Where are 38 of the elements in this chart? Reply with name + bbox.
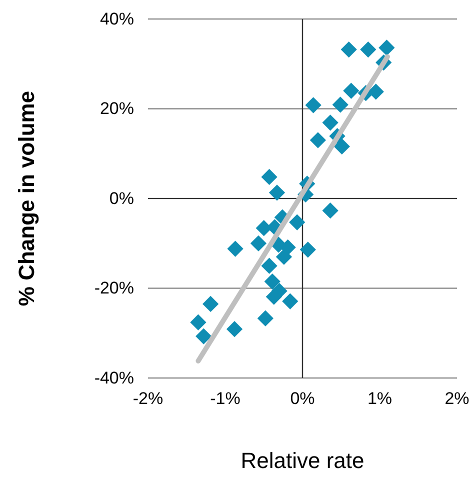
x-tick-label: -2%	[132, 389, 164, 408]
point	[227, 240, 244, 257]
point	[322, 202, 338, 219]
y-tick-label: 20%	[100, 99, 134, 118]
x-tick-label: 0%	[290, 389, 315, 408]
point	[360, 41, 376, 58]
x-tick-label: 2%	[444, 389, 470, 408]
y-axis-title: % Change in volume	[14, 90, 39, 306]
point	[202, 296, 219, 312]
point	[257, 310, 274, 326]
point	[266, 288, 282, 305]
y-tick-label: -20%	[94, 278, 134, 298]
point	[289, 214, 306, 230]
point	[310, 132, 326, 148]
x-tick-label: -1%	[210, 389, 240, 408]
y-tick-label: 40%	[100, 9, 134, 28]
point	[378, 40, 395, 56]
point	[300, 242, 316, 258]
point	[334, 138, 350, 155]
point	[261, 168, 278, 186]
point	[261, 258, 278, 274]
x-tick-label: 1%	[367, 389, 392, 408]
x-axis-title: Relative rate	[240, 448, 364, 473]
point	[340, 41, 357, 58]
point	[332, 96, 348, 113]
point	[322, 114, 338, 131]
point	[190, 314, 206, 330]
point	[276, 248, 292, 265]
point	[343, 82, 360, 99]
point	[250, 235, 267, 252]
point	[196, 328, 212, 344]
point	[268, 184, 286, 201]
point	[226, 321, 243, 338]
point	[282, 293, 298, 310]
y-tick-label: 0%	[109, 188, 134, 208]
point	[264, 273, 280, 290]
point	[305, 97, 322, 114]
y-tick-label: -40%	[94, 368, 134, 388]
